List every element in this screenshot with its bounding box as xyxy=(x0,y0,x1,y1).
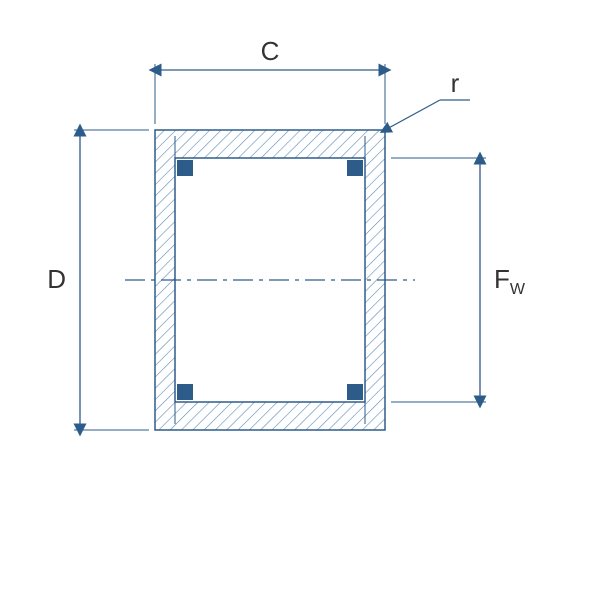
label-d: D xyxy=(47,264,66,294)
label-fw: FW xyxy=(494,264,526,298)
label-c: C xyxy=(261,36,280,66)
label-r: r xyxy=(451,68,460,98)
